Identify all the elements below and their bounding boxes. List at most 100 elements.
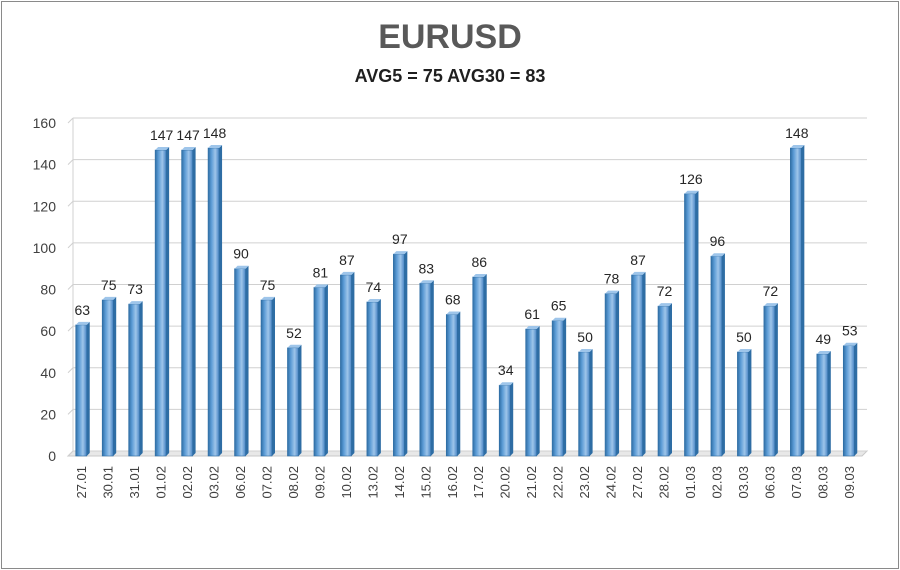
bar xyxy=(710,255,723,457)
bar-top xyxy=(340,271,355,275)
x-tick-label: 09.03 xyxy=(842,466,857,499)
x-tick-label: 30.01 xyxy=(101,466,116,499)
x-tick-label: 22.02 xyxy=(551,466,566,499)
bar-side xyxy=(801,144,805,456)
bar-top xyxy=(737,348,752,352)
x-tick-label: 31.01 xyxy=(127,466,142,499)
bar xyxy=(657,305,670,457)
chart-subtitle: AVG5 = 75 AVG30 = 83 xyxy=(354,66,546,86)
data-label: 49 xyxy=(816,331,832,347)
gridline-side xyxy=(67,325,74,332)
y-tick-label: 40 xyxy=(40,365,56,381)
bar-side xyxy=(854,342,858,456)
bar-top xyxy=(419,280,434,284)
x-tick-label: 21.02 xyxy=(524,466,539,499)
data-label: 61 xyxy=(524,306,540,322)
data-label: 147 xyxy=(176,127,200,143)
bar xyxy=(154,149,167,457)
bar-top xyxy=(234,265,249,269)
bar-top xyxy=(816,351,831,355)
y-tick-label: 160 xyxy=(33,115,57,131)
x-tick-label: 13.02 xyxy=(365,466,380,499)
bar-top xyxy=(366,298,381,302)
data-label: 75 xyxy=(101,277,117,293)
bar-top xyxy=(313,284,328,288)
x-tick-label: 27.02 xyxy=(630,466,645,499)
bar xyxy=(842,345,855,457)
bar-top xyxy=(843,342,858,346)
gridline-side xyxy=(67,242,74,249)
x-tick-label: 23.02 xyxy=(577,466,592,499)
chart-title: EURUSD xyxy=(378,18,522,56)
bar-side xyxy=(616,290,620,456)
bar-side xyxy=(404,251,408,456)
bar-top xyxy=(578,348,593,352)
data-label: 52 xyxy=(286,325,302,341)
gridline-side xyxy=(67,159,74,165)
x-tick-label: 02.02 xyxy=(180,466,195,499)
data-label: 97 xyxy=(392,231,408,247)
data-label: 86 xyxy=(471,254,487,270)
bar-top xyxy=(525,326,540,330)
bar-side xyxy=(430,280,434,456)
bar-side xyxy=(457,311,461,456)
bar-top xyxy=(75,321,90,325)
bar-side xyxy=(192,147,196,456)
bar-top xyxy=(287,344,302,348)
bar-top xyxy=(208,144,223,148)
bar-top xyxy=(261,296,275,300)
bar-side xyxy=(166,147,170,456)
bar xyxy=(790,147,802,457)
bar-side xyxy=(748,348,752,456)
gridline-side xyxy=(67,284,74,290)
x-tick-label: 10.02 xyxy=(339,466,354,499)
bar-side xyxy=(86,321,90,456)
bar xyxy=(551,320,564,457)
x-tick-label: 16.02 xyxy=(445,466,460,499)
x-tick-label: 08.03 xyxy=(815,466,830,499)
bar xyxy=(366,301,379,457)
y-tick-label: 20 xyxy=(40,406,56,422)
bar-top xyxy=(684,190,699,194)
bar-top xyxy=(472,274,487,278)
y-tick-label: 100 xyxy=(33,240,57,256)
bar-side xyxy=(642,271,646,456)
gridline-side xyxy=(67,409,74,415)
bar xyxy=(340,274,352,457)
bar xyxy=(287,347,299,457)
bar xyxy=(498,384,511,457)
bar xyxy=(181,149,193,457)
data-label: 83 xyxy=(419,260,435,276)
bar xyxy=(684,193,696,457)
x-tick-label: 14.02 xyxy=(392,466,407,499)
bar-top xyxy=(710,253,725,257)
bar-side xyxy=(139,301,143,456)
data-label: 63 xyxy=(74,302,90,318)
bar-side xyxy=(536,326,540,456)
bar xyxy=(445,314,458,457)
data-label: 87 xyxy=(630,252,646,268)
x-tick-label: 03.02 xyxy=(207,466,222,499)
x-tick-label: 01.02 xyxy=(154,466,169,499)
bar-top xyxy=(790,144,805,148)
bar xyxy=(75,324,88,457)
bar-side xyxy=(827,351,831,456)
bar-top xyxy=(155,147,170,151)
bar-side xyxy=(589,348,593,456)
bar-top xyxy=(552,317,567,321)
bar xyxy=(234,268,246,457)
bar-side xyxy=(219,144,223,456)
x-tick-label: 03.03 xyxy=(736,466,751,499)
bar-top xyxy=(658,303,672,307)
y-tick-label: 140 xyxy=(33,157,57,173)
data-label: 53 xyxy=(842,323,858,339)
data-label: 73 xyxy=(127,281,143,297)
bar xyxy=(128,303,140,457)
bar-top xyxy=(181,147,196,151)
bars xyxy=(75,144,858,457)
gridline-side xyxy=(67,367,74,374)
bar-side xyxy=(563,317,567,456)
bar-side xyxy=(510,382,514,456)
bar-top xyxy=(763,303,778,307)
